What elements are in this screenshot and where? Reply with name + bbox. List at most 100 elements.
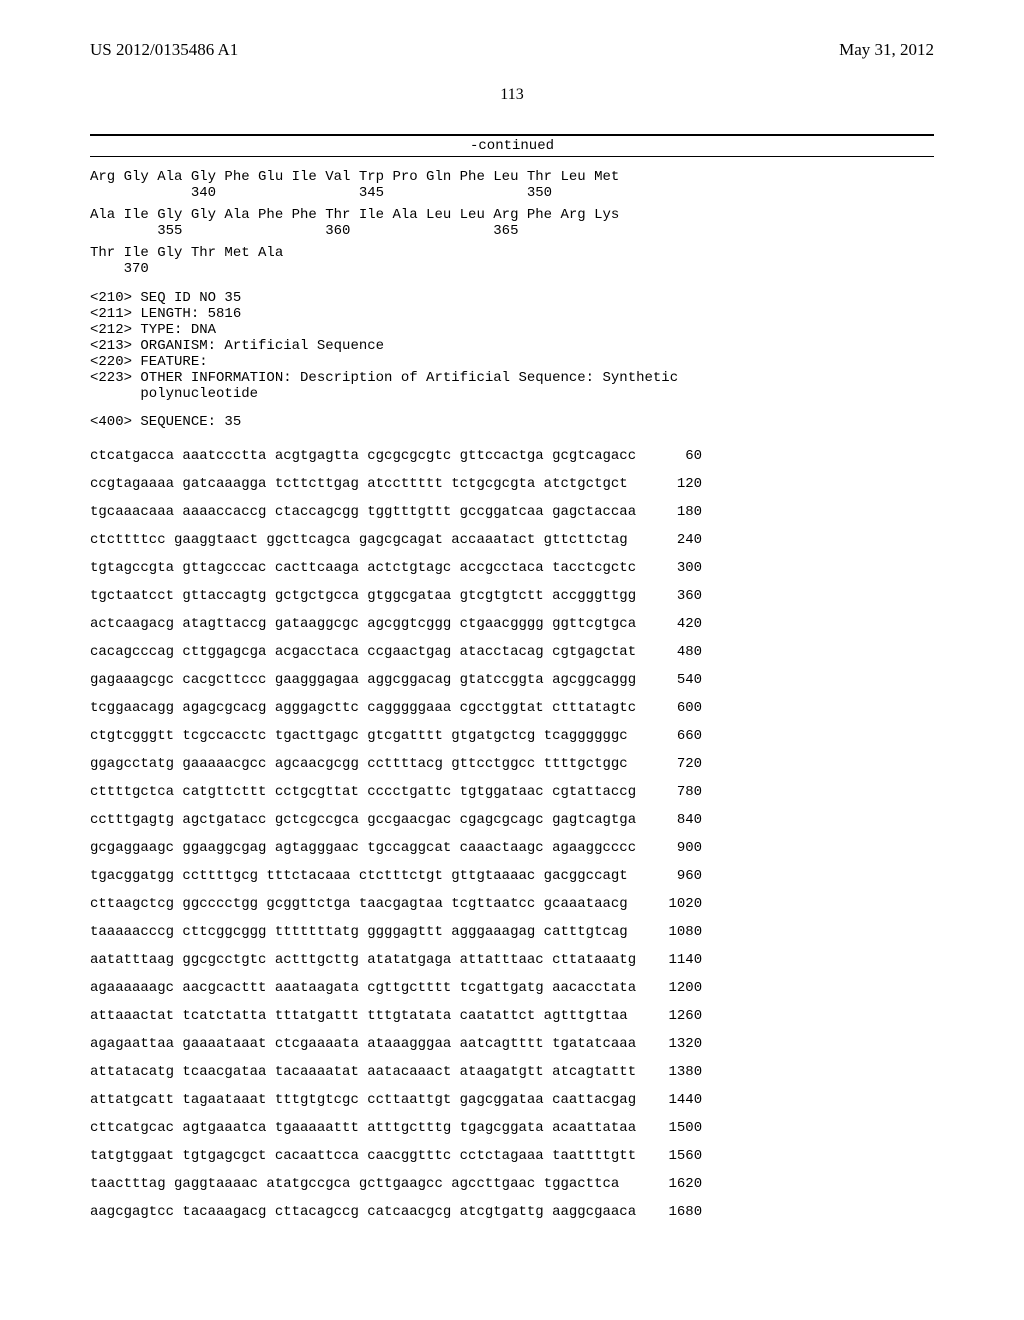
sequence-header: <400> SEQUENCE: 35 — [90, 414, 934, 430]
sequence-row: actcaagacg atagttaccg gataaggcgc agcggtc… — [90, 610, 702, 638]
protein-position-line: 340 345 350 — [90, 185, 934, 201]
sequence-row: ctgtcgggtt tcgccacctc tgacttgagc gtcgatt… — [90, 722, 702, 750]
sequence-position: 180 — [654, 498, 702, 526]
page: US 2012/0135486 A1 May 31, 2012 113 -con… — [0, 0, 1024, 1272]
sequence-row: ccgtagaaaa gatcaaagga tcttcttgag atccttt… — [90, 470, 702, 498]
sequence-bases: gcgaggaagc ggaaggcgag agtagggaac tgccagg… — [90, 834, 654, 862]
page-number: 113 — [90, 86, 934, 104]
sequence-bases: aatatttaag ggcgcctgtc actttgcttg atatatg… — [90, 946, 654, 974]
sequence-position: 1140 — [654, 946, 702, 974]
sequence-position: 1260 — [654, 1002, 702, 1030]
sequence-position: 960 — [654, 862, 702, 890]
sequence-bases: ctcatgacca aaatccctta acgtgagtta cgcgcgc… — [90, 442, 654, 470]
dna-sequence-table: ctcatgacca aaatccctta acgtgagtta cgcgcgc… — [90, 442, 702, 1226]
sequence-row: ctcatgacca aaatccctta acgtgagtta cgcgcgc… — [90, 442, 702, 470]
sequence-row: cttaagctcg ggcccctgg gcggttctga taacgagt… — [90, 890, 702, 918]
sequence-bases: taaaaacccg cttcggcggg tttttttatg ggggagt… — [90, 918, 654, 946]
sequence-bases: cttcatgcac agtgaaatca tgaaaaattt atttgct… — [90, 1114, 654, 1142]
sequence-bases: cctttgagtg agctgatacc gctcgccgca gccgaac… — [90, 806, 654, 834]
sequence-row: gcgaggaagc ggaaggcgag agtagggaac tgccagg… — [90, 834, 702, 862]
sequence-bases: cacagcccag cttggagcga acgacctaca ccgaact… — [90, 638, 654, 666]
sequence-row: taactttag gaggtaaaac atatgccgca gcttgaag… — [90, 1170, 702, 1198]
protein-aa-line: Arg Gly Ala Gly Phe Glu Ile Val Trp Pro … — [90, 169, 934, 185]
sequence-row: tgcaaacaaa aaaaccaccg ctaccagcgg tggtttg… — [90, 498, 702, 526]
sequence-row: agaaaaaagc aacgcacttt aaataagata cgttgct… — [90, 974, 702, 1002]
protein-position-line: 370 — [90, 261, 934, 277]
sequence-position: 900 — [654, 834, 702, 862]
sequence-position: 360 — [654, 582, 702, 610]
protein-position-line: 355 360 365 — [90, 223, 934, 239]
sequence-row: aatatttaag ggcgcctgtc actttgcttg atatatg… — [90, 946, 702, 974]
sequence-position: 540 — [654, 666, 702, 694]
sequence-position: 240 — [654, 526, 702, 554]
continued-label: -continued — [90, 138, 934, 154]
sequence-bases: tgcaaacaaa aaaaccaccg ctaccagcgg tggtttg… — [90, 498, 654, 526]
sequence-position: 1200 — [654, 974, 702, 1002]
sequence-row: attaaactat tcatctatta tttatgattt tttgtat… — [90, 1002, 702, 1030]
sequence-bases: tgctaatcct gttaccagtg gctgctgcca gtggcga… — [90, 582, 654, 610]
sequence-position: 120 — [654, 470, 702, 498]
sequence-row: tgtagccgta gttagcccac cacttcaaga actctgt… — [90, 554, 702, 582]
sequence-position: 1680 — [654, 1198, 702, 1226]
sequence-row: tgacggatgg ccttttgcg tttctacaaa ctctttct… — [90, 862, 702, 890]
publication-number: US 2012/0135486 A1 — [90, 40, 238, 60]
sequence-row: taaaaacccg cttcggcggg tttttttatg ggggagt… — [90, 918, 702, 946]
sequence-bases: ctgtcgggtt tcgccacctc tgacttgagc gtcgatt… — [90, 722, 654, 750]
sequence-position: 1380 — [654, 1058, 702, 1086]
sequence-bases: agagaattaa gaaaataaat ctcgaaaata ataaagg… — [90, 1030, 654, 1058]
sequence-bases: ggagcctatg gaaaaacgcc agcaacgcgg cctttta… — [90, 750, 654, 778]
sequence-row: ggagcctatg gaaaaacgcc agcaacgcgg cctttta… — [90, 750, 702, 778]
sequence-position: 60 — [654, 442, 702, 470]
sequence-row: cttcatgcac agtgaaatca tgaaaaattt atttgct… — [90, 1114, 702, 1142]
sequence-position: 420 — [654, 610, 702, 638]
sequence-bases: cttttgctca catgttcttt cctgcgttat cccctga… — [90, 778, 654, 806]
protein-aa-line: Thr Ile Gly Thr Met Ala — [90, 245, 934, 261]
sequence-row: gagaaagcgc cacgcttccc gaagggagaa aggcgga… — [90, 666, 702, 694]
sequence-row: agagaattaa gaaaataaat ctcgaaaata ataaagg… — [90, 1030, 702, 1058]
sequence-row: cctttgagtg agctgatacc gctcgccgca gccgaac… — [90, 806, 702, 834]
sequence-position: 480 — [654, 638, 702, 666]
sequence-bases: taactttag gaggtaaaac atatgccgca gcttgaag… — [90, 1170, 654, 1198]
sequence-position: 1560 — [654, 1142, 702, 1170]
sequence-position: 1620 — [654, 1170, 702, 1198]
sequence-bases: tgtagccgta gttagcccac cacttcaaga actctgt… — [90, 554, 654, 582]
sequence-row: attatacatg tcaacgataa tacaaaatat aatacaa… — [90, 1058, 702, 1086]
sequence-position: 1440 — [654, 1086, 702, 1114]
sequence-bases: tgacggatgg ccttttgcg tttctacaaa ctctttct… — [90, 862, 654, 890]
sequence-position: 840 — [654, 806, 702, 834]
top-rule — [90, 134, 934, 136]
sequence-position: 720 — [654, 750, 702, 778]
sequence-bases: tatgtggaat tgtgagcgct cacaattcca caacggt… — [90, 1142, 654, 1170]
sequence-bases: tcggaacagg agagcgcacg agggagcttc caggggg… — [90, 694, 654, 722]
sequence-position: 780 — [654, 778, 702, 806]
sequence-position: 1500 — [654, 1114, 702, 1142]
sequence-position: 1080 — [654, 918, 702, 946]
sequence-row: attatgcatt tagaataaat tttgtgtcgc ccttaat… — [90, 1086, 702, 1114]
protein-aa-line: Ala Ile Gly Gly Ala Phe Phe Thr Ile Ala … — [90, 207, 934, 223]
sequence-bases: gagaaagcgc cacgcttccc gaagggagaa aggcgga… — [90, 666, 654, 694]
sequence-bases: actcaagacg atagttaccg gataaggcgc agcggtc… — [90, 610, 654, 638]
sequence-bases: attatgcatt tagaataaat tttgtgtcgc ccttaat… — [90, 1086, 654, 1114]
sequence-row: ctcttttcc gaaggtaact ggcttcagca gagcgcag… — [90, 526, 702, 554]
sequence-bases: attatacatg tcaacgataa tacaaaatat aatacaa… — [90, 1058, 654, 1086]
sequence-row: aagcgagtcc tacaaagacg cttacagccg catcaac… — [90, 1198, 702, 1226]
sequence-bases: attaaactat tcatctatta tttatgattt tttgtat… — [90, 1002, 654, 1030]
sequence-position: 300 — [654, 554, 702, 582]
sequence-bases: agaaaaaagc aacgcacttt aaataagata cgttgct… — [90, 974, 654, 1002]
page-header: US 2012/0135486 A1 May 31, 2012 — [90, 40, 934, 60]
sequence-row: tatgtggaat tgtgagcgct cacaattcca caacggt… — [90, 1142, 702, 1170]
sequence-bases: ccgtagaaaa gatcaaagga tcttcttgag atccttt… — [90, 470, 654, 498]
sequence-bases: cttaagctcg ggcccctgg gcggttctga taacgagt… — [90, 890, 654, 918]
sequence-row: cacagcccag cttggagcga acgacctaca ccgaact… — [90, 638, 702, 666]
sub-rule — [90, 156, 934, 157]
sequence-row: cttttgctca catgttcttt cctgcgttat cccctga… — [90, 778, 702, 806]
sequence-metadata: <210> SEQ ID NO 35 <211> LENGTH: 5816 <2… — [90, 290, 934, 403]
sequence-position: 600 — [654, 694, 702, 722]
publication-date: May 31, 2012 — [839, 40, 934, 60]
sequence-position: 660 — [654, 722, 702, 750]
sequence-position: 1320 — [654, 1030, 702, 1058]
sequence-position: 1020 — [654, 890, 702, 918]
sequence-bases: aagcgagtcc tacaaagacg cttacagccg catcaac… — [90, 1198, 654, 1226]
protein-sequence-block: Arg Gly Ala Gly Phe Glu Ile Val Trp Pro … — [90, 169, 934, 278]
sequence-bases: ctcttttcc gaaggtaact ggcttcagca gagcgcag… — [90, 526, 654, 554]
